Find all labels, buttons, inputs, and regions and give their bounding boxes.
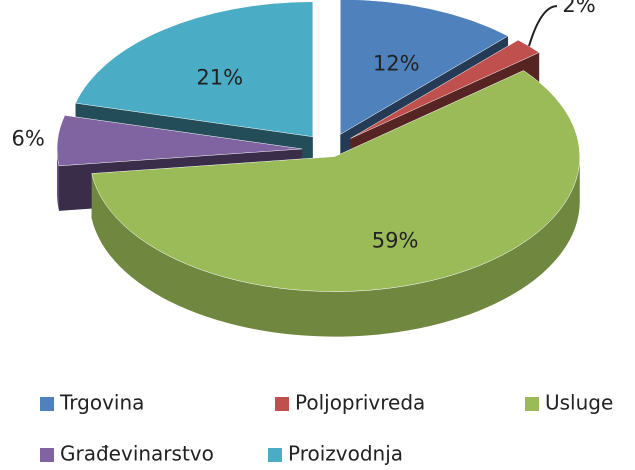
legend-swatch — [40, 448, 54, 462]
data-label: 2% — [562, 0, 595, 17]
slice — [56, 115, 303, 167]
slice — [75, 1, 314, 138]
legend-swatch — [275, 397, 289, 411]
leader-line — [528, 5, 558, 47]
slice-side — [91, 156, 580, 337]
legend-label: Usluge — [545, 391, 613, 415]
data-label: 12% — [373, 52, 420, 76]
legend-label: Proizvodnja — [288, 442, 403, 466]
legend-swatch — [40, 397, 54, 411]
slice — [91, 70, 581, 292]
pie-tops — [56, 0, 581, 292]
legend-label: Poljoprivreda — [295, 391, 425, 415]
legend-swatch — [525, 397, 539, 411]
data-label: 59% — [372, 228, 419, 252]
slice — [340, 0, 509, 135]
legend-swatch — [268, 448, 282, 462]
legend-label: Trgovina — [59, 391, 144, 415]
data-label: 21% — [196, 66, 243, 90]
legend-label: Građevinarstvo — [60, 442, 214, 466]
data-label: 6% — [12, 126, 45, 150]
